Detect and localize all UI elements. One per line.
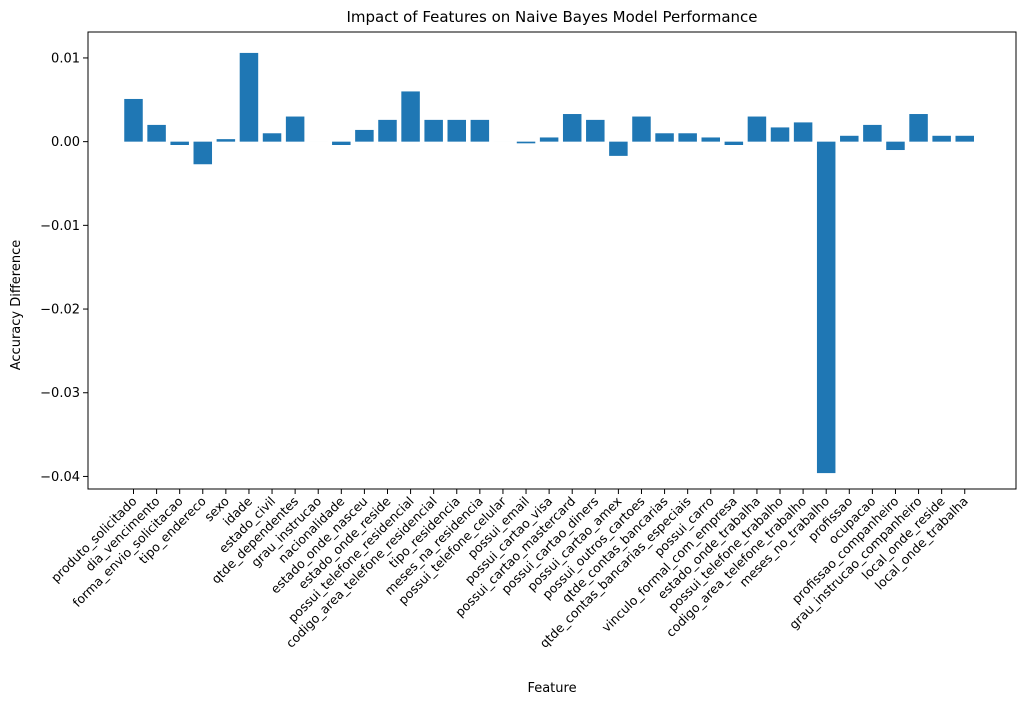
- bar-local_onde_reside: [932, 135, 951, 142]
- y-axis-label: Accuracy Difference: [9, 240, 24, 371]
- bar-grau_instrucao_companheiro: [909, 114, 928, 142]
- bar-ocupacao: [863, 124, 882, 142]
- bar-possui_telefone_residencial: [401, 91, 420, 142]
- y-axis: 0.01 0.00 −0.01 −0.02 −0.03 −0.04: [40, 51, 88, 485]
- bar-dia_vencimento: [147, 124, 166, 142]
- bar-sexo: [216, 139, 236, 142]
- bar-meses_na_residencia: [470, 119, 490, 142]
- bar-possui_telefone_trabalho: [770, 127, 790, 142]
- bar-tipo_residencia: [447, 119, 467, 142]
- chart-title: Impact of Features on Naive Bayes Model …: [346, 8, 757, 26]
- bar-forma_envio_solicitacao: [170, 141, 189, 145]
- bar-qtde_contas_bancarias: [655, 133, 674, 142]
- bar-possui_email: [516, 141, 536, 144]
- bar-qtde_dependentes: [285, 116, 305, 142]
- bars-group: [124, 52, 974, 474]
- bar-produto_solicitado: [124, 98, 143, 142]
- bar-possui_carro: [701, 137, 720, 142]
- y-tick-label: 0.00: [51, 135, 80, 150]
- bar-possui_cartao_visa: [539, 137, 559, 142]
- bar-qtde_contas_bancarias_especiais: [678, 133, 697, 142]
- bar-vinculo_formal_com_empresa: [724, 141, 744, 145]
- plot-frame: [87, 31, 1017, 490]
- y-tick-label: −0.02: [40, 303, 80, 318]
- x-axis-label: Feature: [527, 681, 576, 696]
- bar-possui_cartao_diners: [586, 119, 605, 142]
- bar-possui_cartao_amex: [609, 141, 628, 156]
- bar-local_onde_trabalha: [955, 135, 974, 142]
- bar-estado_onde_trabalha: [747, 116, 767, 142]
- bar-estado_civil: [262, 133, 282, 142]
- y-tick-label: −0.04: [40, 470, 80, 485]
- bar-possui_cartao_mastercard: [562, 114, 582, 142]
- bar-profissao: [840, 135, 859, 142]
- bar-nacionalidade: [332, 141, 351, 145]
- y-tick-label: 0.01: [51, 51, 80, 66]
- x-axis: produto_solicitadodia_vencimentoforma_en…: [48, 489, 971, 651]
- bar-possui_outros_cartoes: [632, 116, 651, 142]
- y-tick-label: −0.03: [40, 386, 80, 401]
- bar-codigo_area_telefone_residencial: [424, 119, 443, 142]
- bar-estado_onde_nasceu: [355, 129, 374, 142]
- bar-idade: [239, 52, 259, 142]
- bar-meses_no_trabalho: [816, 141, 836, 474]
- bar-profissao_companheiro: [886, 141, 905, 151]
- bar-tipo_endereco: [193, 141, 213, 165]
- bar-estado_onde_reside: [378, 119, 397, 142]
- bar-codigo_area_telefone_trabalho: [793, 122, 813, 142]
- y-tick-label: −0.01: [40, 219, 80, 234]
